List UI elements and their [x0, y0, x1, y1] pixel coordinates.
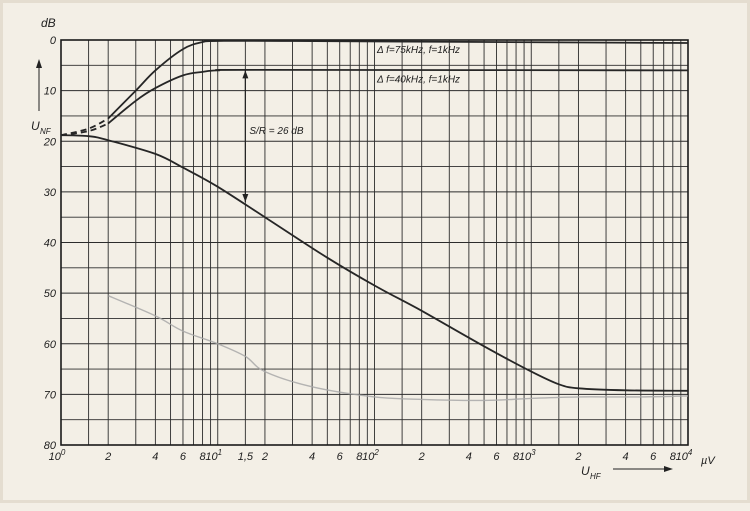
x-unit-label: µV — [701, 455, 716, 467]
x-tick-label: 8 — [670, 451, 677, 463]
x-tick-label: 2 — [261, 451, 268, 463]
series-line-1 — [107, 39, 689, 120]
series-label-2: Δ f=40kHz, f=1kHz — [376, 74, 460, 85]
x-tick-exponent: 1 — [218, 448, 222, 457]
x-tick-base: 6 — [650, 451, 657, 463]
x-tick-label: 4 — [623, 451, 629, 463]
series-layer: Δ f=75kHz, f=1kHz Δ f=40kHz, f=1kHz — [60, 39, 689, 402]
x-tick-base: 10 — [205, 451, 218, 463]
x-tick-label: 8 — [513, 451, 520, 463]
x-tick-exponent: 2 — [373, 448, 379, 457]
x-tick-base: 2 — [418, 451, 425, 463]
x-tick-label: 4 — [466, 451, 472, 463]
series-line-4 — [107, 295, 689, 402]
plot-frame — [60, 39, 689, 446]
series-dashed-start-2 — [60, 122, 109, 137]
x-tick-base: 8 — [670, 451, 677, 463]
y-tick-label: 80 — [44, 440, 57, 452]
x-tick-base: 10 — [49, 451, 62, 463]
y-tick-label: 0 — [50, 35, 57, 47]
grid-layer — [61, 40, 688, 445]
x-axis-label: U — [581, 464, 590, 478]
x-axis-label-sub: HF — [590, 472, 602, 481]
series-dashed-start-1 — [60, 117, 109, 137]
x-tick-label: 2 — [574, 451, 581, 463]
chart-svg: Δ f=75kHz, f=1kHz Δ f=40kHz, f=1kHz S/R =… — [31, 16, 716, 481]
x-tick-base: 6 — [337, 451, 344, 463]
x-tick-exponent: 4 — [688, 448, 693, 457]
x-tick-label: 6 — [180, 451, 187, 463]
y-axis-label: U — [31, 119, 40, 133]
x-tick-base: 2 — [574, 451, 581, 463]
x-tick-base: 6 — [493, 451, 500, 463]
x-tick-label: 6 — [650, 451, 657, 463]
x-tick-base: 4 — [152, 451, 158, 463]
annotation-arrow-head-bottom — [242, 194, 249, 202]
x-tick-label: 102 — [362, 448, 379, 463]
x-tick-label: 100 — [49, 448, 66, 463]
series-line-2 — [107, 68, 689, 125]
series-line-3 — [60, 134, 689, 392]
y-tick-label: 30 — [44, 187, 57, 199]
annotation-label: S/R = 26 dB — [249, 126, 304, 137]
x-tick-base: 4 — [466, 451, 472, 463]
x-tick-label: 2 — [104, 451, 111, 463]
x-tick-label: 6 — [493, 451, 500, 463]
x-tick-label: 4 — [152, 451, 158, 463]
y-tick-label: 60 — [44, 339, 57, 351]
y-tick-label: 10 — [44, 86, 57, 98]
series-label-1: Δ f=75kHz, f=1kHz — [376, 45, 460, 56]
annotation-layer: S/R = 26 dB — [242, 70, 304, 202]
x-tick-base: 8 — [513, 451, 520, 463]
x-axis-arrow-head — [664, 466, 673, 472]
x-tick-exponent: 3 — [531, 448, 536, 457]
x-tick-label: 1,5 — [238, 451, 254, 463]
y-axis-label-sub: NF — [40, 127, 52, 136]
x-tick-base: 10 — [362, 451, 375, 463]
y-tick-label: 70 — [44, 389, 57, 401]
x-axis-title: U HF — [581, 464, 602, 481]
x-tick-base: 10 — [519, 451, 532, 463]
y-tick-label: 50 — [44, 288, 57, 300]
x-tick-label: 2 — [418, 451, 425, 463]
x-tick-exponent: 0 — [61, 448, 66, 457]
x-tick-base: 8 — [356, 451, 363, 463]
x-tick-base: 1,5 — [238, 451, 254, 463]
y-tick-label: 20 — [43, 136, 57, 148]
annotation-arrow-head-top — [242, 70, 249, 79]
x-tick-label: 101 — [205, 448, 222, 463]
x-tick-base: 6 — [180, 451, 187, 463]
x-tick-base: 2 — [261, 451, 268, 463]
x-tick-base: 4 — [623, 451, 629, 463]
x-tick-base: 4 — [309, 451, 315, 463]
x-tick-label: 104 — [676, 448, 693, 463]
y-axis-arrow-head — [36, 59, 42, 68]
x-tick-label: 8 — [356, 451, 363, 463]
x-tick-base: 10 — [676, 451, 689, 463]
x-tick-base: 8 — [199, 451, 206, 463]
x-tick-label: 4 — [309, 451, 315, 463]
x-tick-base: 2 — [104, 451, 111, 463]
y-tick-label: 40 — [44, 238, 57, 250]
y-unit-label: dB — [41, 16, 56, 30]
y-axis-title: U NF — [31, 119, 52, 136]
x-tick-label: 6 — [337, 451, 344, 463]
x-tick-label: 103 — [519, 448, 536, 463]
x-tick-label: 8 — [199, 451, 206, 463]
